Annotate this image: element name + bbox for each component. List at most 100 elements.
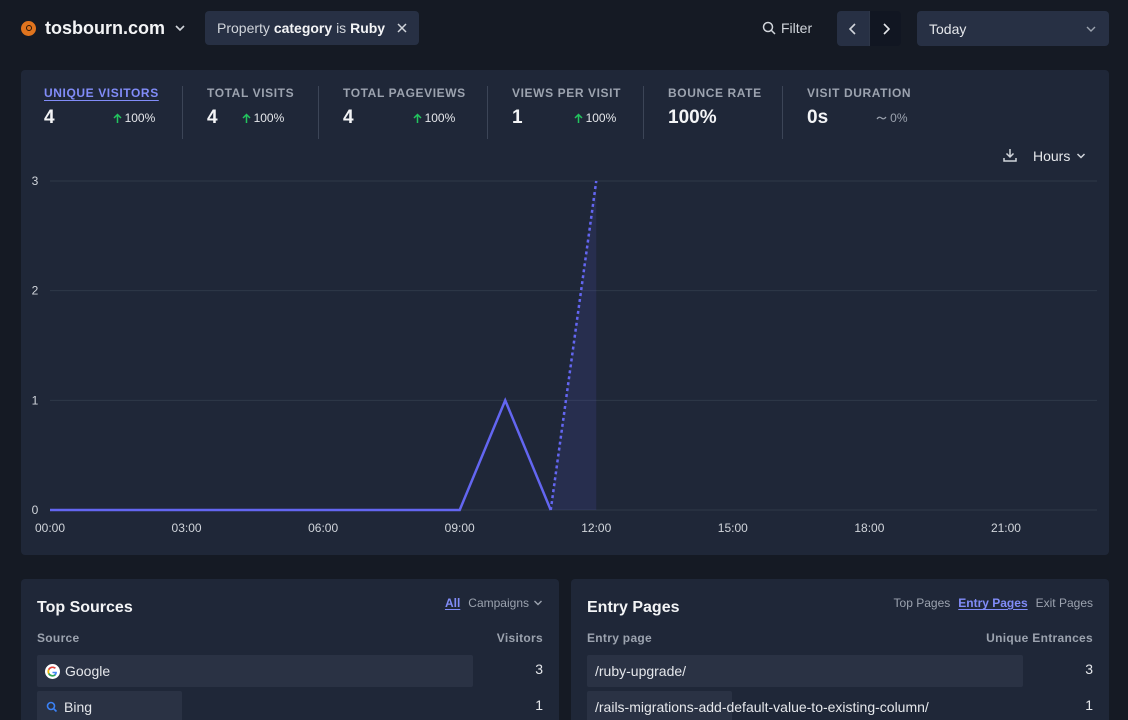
pages-tabs: Top Pages Entry Pages Exit Pages: [886, 596, 1093, 610]
arrow-up-icon: [113, 112, 122, 123]
filter-prefix: Property: [217, 20, 270, 36]
search-icon: [762, 21, 776, 35]
row-bar: [37, 655, 473, 687]
row-label: /ruby-upgrade/: [595, 663, 687, 679]
source-row-bing[interactable]: Bing 1: [37, 691, 543, 720]
filter-property: category: [273, 20, 333, 36]
download-icon[interactable]: [1002, 147, 1018, 163]
interval-label: Hours: [1033, 148, 1071, 164]
filter-value: Ruby: [350, 20, 386, 36]
stat-change: 0%: [876, 111, 907, 125]
x-tick-label: 00:00: [35, 521, 65, 535]
stat-change: 100%: [574, 111, 616, 125]
previous-period-button[interactable]: [837, 11, 869, 46]
stat-views-per-visit[interactable]: VIEWS PER VISIT 1 100%: [512, 86, 622, 128]
chevron-right-icon: [882, 22, 890, 35]
row-label: Google: [65, 663, 111, 679]
stat-divider: [182, 86, 183, 139]
chevron-down-icon: [175, 25, 185, 32]
site-name: tosbourn.com: [45, 17, 165, 38]
x-tick-label: 12:00: [581, 521, 611, 535]
main-graph-card: UNIQUE VISITORS 4 100% TOTAL VISITS 4 10…: [21, 70, 1109, 555]
row-label: Bing: [64, 699, 93, 715]
arrow-up-icon: [574, 112, 583, 123]
stat-total-pageviews[interactable]: TOTAL PAGEVIEWS 4 100%: [343, 86, 466, 128]
x-tick-label: 15:00: [718, 521, 748, 535]
x-tick-label: 21:00: [991, 521, 1021, 535]
y-tick-label: 0: [32, 503, 39, 517]
trend-flat-icon: [876, 116, 887, 120]
row-value: 3: [535, 661, 543, 677]
next-period-button[interactable]: [869, 11, 901, 46]
top-sources-card: Top Sources All Campaigns Source Visitor…: [21, 579, 559, 720]
stat-bounce-rate[interactable]: BOUNCE RATE 100%: [668, 86, 762, 128]
row-label: /rails-migrations-add-default-value-to-e…: [595, 699, 929, 715]
stat-value: 0s: [807, 107, 829, 128]
stat-divider: [643, 86, 644, 139]
page-row[interactable]: /rails-migrations-add-default-value-to-e…: [587, 691, 1093, 720]
row-bar: [37, 691, 182, 720]
stat-value: 4: [207, 107, 218, 128]
page-row[interactable]: /ruby-upgrade/ 3: [587, 655, 1093, 687]
column-header-visitors: Visitors: [496, 631, 543, 645]
tab-all[interactable]: All: [444, 596, 461, 610]
x-tick-label: 03:00: [172, 521, 202, 535]
entry-pages-card: Entry Pages Top Pages Entry Pages Exit P…: [571, 579, 1109, 720]
active-filter-pill[interactable]: Property category is Ruby: [205, 11, 420, 45]
visitors-line-chart[interactable]: 0 1 2 3 00:00 03:00 06:00 09:00 12:00 15:00 18:00 2…: [21, 70, 1109, 555]
column-header-entry-page: Entry page: [587, 631, 653, 645]
filter-button-label: Filter: [781, 20, 813, 36]
period-nav: [837, 11, 901, 46]
stat-unique-visitors[interactable]: UNIQUE VISITORS 4 100%: [44, 86, 159, 128]
tab-entry-pages[interactable]: Entry Pages: [958, 596, 1028, 610]
row-value: 1: [1085, 697, 1093, 713]
filter-operator: is: [336, 20, 347, 36]
arrow-up-icon: [413, 112, 422, 123]
stat-change: 100%: [413, 111, 455, 125]
google-icon: [45, 663, 60, 679]
y-tick-label: 1: [32, 393, 39, 407]
stat-divider: [487, 86, 488, 139]
y-tick-label: 2: [32, 284, 39, 298]
sources-tabs: All Campaigns: [437, 596, 543, 610]
x-tick-label: 18:00: [854, 521, 884, 535]
tab-top-pages[interactable]: Top Pages: [893, 596, 951, 610]
card-title: Top Sources: [37, 599, 133, 616]
stat-visit-duration[interactable]: VISIT DURATION 0s 0%: [807, 86, 912, 128]
row-value: 3: [1085, 661, 1093, 677]
row-bar: [587, 655, 1023, 687]
series-line-incomplete: [549, 180, 598, 511]
series-line: [50, 397, 552, 512]
x-tick-label: 06:00: [308, 521, 338, 535]
source-row-google[interactable]: Google 3: [37, 655, 543, 687]
site-favicon-icon: [21, 20, 36, 36]
top-bar: tosbourn.com Property category is Ruby F…: [0, 0, 1128, 56]
stat-value: 4: [343, 107, 354, 128]
y-tick-label: 3: [32, 174, 39, 188]
row-value: 1: [535, 697, 543, 713]
filter-button[interactable]: Filter: [762, 14, 812, 42]
chevron-down-icon: [1077, 153, 1086, 159]
chevron-down-icon: [1086, 26, 1096, 32]
close-icon[interactable]: [397, 23, 407, 33]
date-range-select[interactable]: Today: [917, 11, 1109, 46]
stat-value: 1: [512, 107, 523, 128]
stat-change: 100%: [242, 111, 284, 125]
site-switcher[interactable]: tosbourn.com: [21, 14, 186, 42]
date-range-label: Today: [929, 20, 967, 37]
chevron-down-icon[interactable]: [533, 598, 543, 608]
row-bar: [587, 691, 732, 720]
stat-change: 100%: [113, 111, 155, 125]
stat-value: 4: [44, 107, 55, 128]
stat-divider: [782, 86, 783, 139]
tab-exit-pages[interactable]: Exit Pages: [1035, 596, 1093, 610]
interval-select[interactable]: Hours: [1033, 147, 1086, 165]
stat-total-visits[interactable]: TOTAL VISITS 4 100%: [207, 86, 295, 128]
bing-search-icon: [46, 701, 58, 713]
column-header-unique-entrances: Unique Entrances: [986, 631, 1093, 645]
chevron-left-icon: [848, 22, 856, 35]
tab-campaigns[interactable]: Campaigns: [468, 596, 529, 610]
series-area: [550, 181, 597, 510]
arrow-up-icon: [242, 112, 251, 123]
x-tick-label: 09:00: [445, 521, 475, 535]
